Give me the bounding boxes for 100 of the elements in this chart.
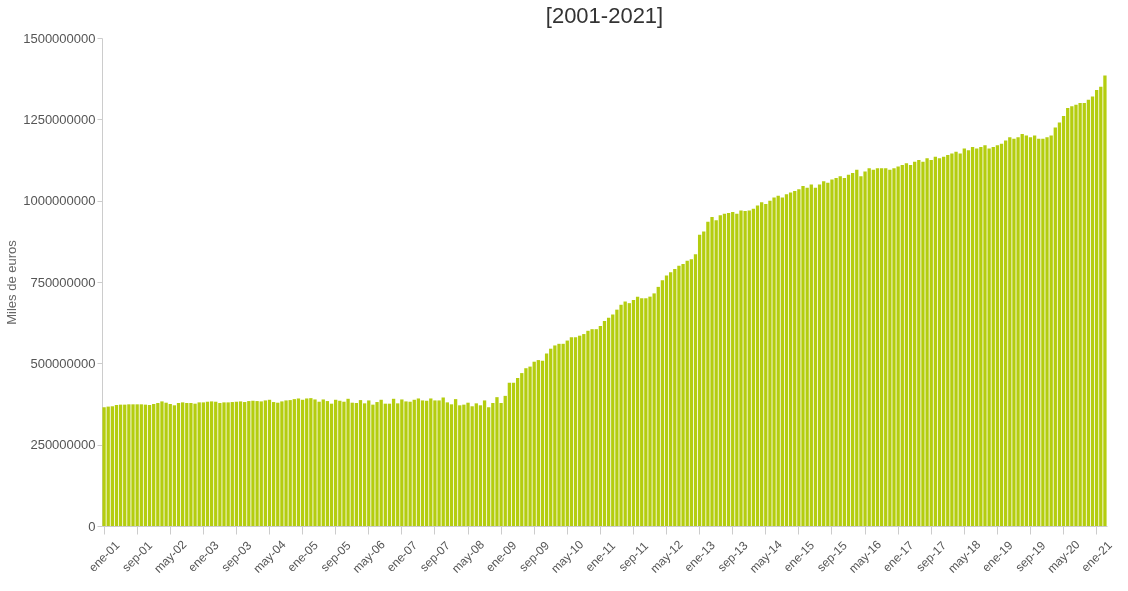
bar xyxy=(218,403,222,526)
bar xyxy=(321,399,325,526)
bar xyxy=(1103,75,1107,526)
bar xyxy=(553,345,557,526)
bar xyxy=(768,200,772,526)
bar xyxy=(230,402,234,526)
bar xyxy=(110,406,114,526)
bar xyxy=(900,164,904,526)
bar xyxy=(524,368,528,526)
bar xyxy=(950,153,954,526)
bar xyxy=(797,189,801,526)
bar xyxy=(267,399,272,526)
bar xyxy=(528,366,532,526)
bar xyxy=(214,401,218,526)
bar xyxy=(334,399,338,526)
bar xyxy=(805,187,809,526)
bar xyxy=(722,213,727,526)
y-tick-label: 0 xyxy=(88,518,96,534)
bar xyxy=(739,210,743,526)
bar xyxy=(164,402,168,526)
bar xyxy=(925,158,929,526)
bar xyxy=(826,182,830,526)
bar xyxy=(842,177,847,526)
bar xyxy=(594,329,598,526)
bar xyxy=(937,158,942,526)
bar xyxy=(404,401,408,526)
bar xyxy=(908,164,913,526)
bar xyxy=(954,151,958,526)
bar xyxy=(1004,140,1008,526)
bar xyxy=(582,334,586,526)
bar xyxy=(507,382,512,526)
bar xyxy=(664,275,669,526)
bar xyxy=(958,153,962,526)
bar xyxy=(391,398,396,526)
bar xyxy=(751,208,756,526)
bar xyxy=(929,160,933,526)
bar xyxy=(292,399,296,526)
bar xyxy=(962,148,966,526)
bar xyxy=(623,301,627,526)
bar xyxy=(875,168,880,526)
bar xyxy=(817,184,822,526)
bar xyxy=(238,401,243,526)
bar xyxy=(838,176,842,526)
y-axis-title: Miles de euros xyxy=(4,239,20,325)
bar xyxy=(300,399,305,526)
bar xyxy=(896,166,900,526)
bar xyxy=(118,404,123,526)
bar xyxy=(1086,99,1091,526)
bar xyxy=(892,168,896,526)
bar xyxy=(565,340,569,526)
bar xyxy=(1020,133,1024,526)
bar xyxy=(846,174,851,526)
bar xyxy=(1070,106,1074,526)
bar xyxy=(606,317,611,526)
bar xyxy=(433,400,437,526)
bar xyxy=(975,148,979,526)
bar xyxy=(983,145,987,526)
bar xyxy=(673,268,677,526)
bar xyxy=(131,404,135,526)
bar xyxy=(631,299,636,526)
bar xyxy=(557,343,561,526)
bar xyxy=(263,400,268,526)
bar xyxy=(735,213,739,526)
bar xyxy=(561,343,565,526)
bar xyxy=(776,195,780,526)
bar xyxy=(106,406,110,526)
bar xyxy=(685,260,689,526)
bar xyxy=(139,404,143,526)
bar xyxy=(822,181,826,526)
bar xyxy=(731,212,735,526)
chart-title: [2001-2021] xyxy=(545,3,664,28)
bar xyxy=(358,400,363,526)
bar xyxy=(793,190,797,526)
bar xyxy=(284,400,288,526)
bar xyxy=(1008,137,1012,526)
bar xyxy=(143,404,148,526)
bar xyxy=(127,404,131,526)
bar xyxy=(168,404,172,526)
bar xyxy=(867,168,871,526)
bar xyxy=(276,402,280,526)
bar xyxy=(197,402,201,526)
bar xyxy=(809,184,813,526)
bar xyxy=(619,304,623,526)
bar xyxy=(441,397,445,526)
bar xyxy=(615,309,619,526)
bar xyxy=(635,296,640,526)
bar xyxy=(396,403,400,526)
bar xyxy=(644,298,648,526)
bar xyxy=(801,186,805,526)
bar xyxy=(437,400,441,526)
bar xyxy=(904,163,909,526)
bar xyxy=(966,150,971,526)
bar xyxy=(590,329,594,526)
bar xyxy=(970,146,975,526)
bar xyxy=(879,168,884,526)
bar xyxy=(511,382,516,526)
y-tick-label: 500000000 xyxy=(30,355,96,371)
bar xyxy=(185,403,189,526)
bar xyxy=(189,403,193,526)
bar xyxy=(255,401,259,526)
